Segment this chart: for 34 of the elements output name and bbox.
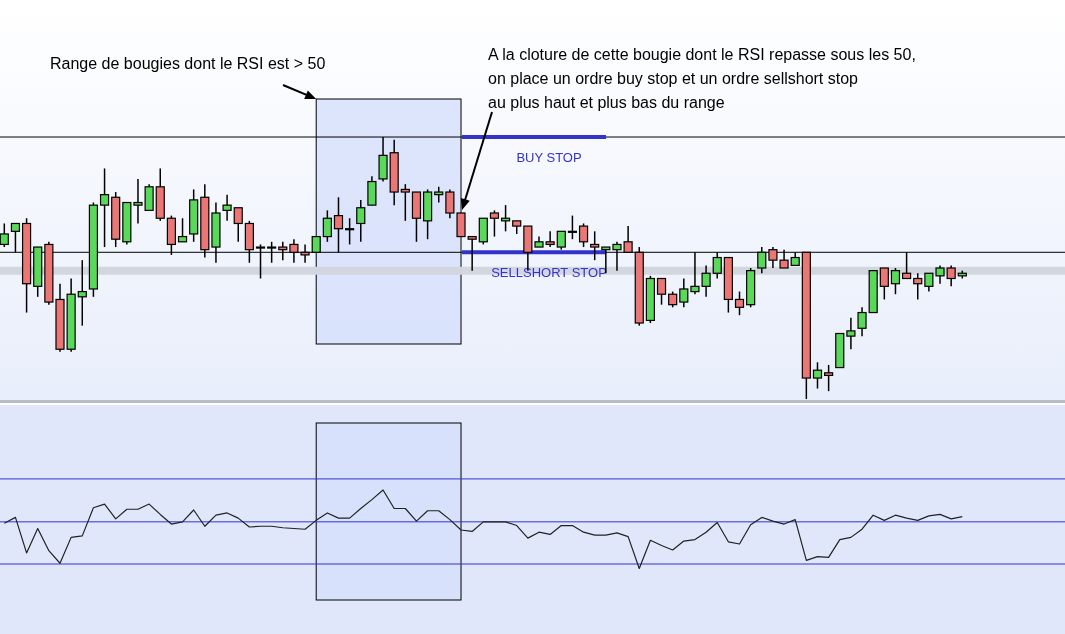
candlestick [345,217,355,246]
candlestick [0,222,9,248]
candlestick [812,361,823,390]
candlestick [913,272,923,301]
candlestick [99,167,110,248]
candlestick [233,207,243,243]
candlestick [367,175,377,206]
ref-line-label: BUY STOP [516,150,582,166]
candlestick [890,267,901,295]
candlestick [578,222,589,248]
candlestick [356,199,366,243]
candlestick [500,204,511,233]
candlestick [556,230,566,251]
candlestick [590,230,600,261]
candlestick [567,214,578,240]
candlestick [857,306,867,337]
candlestick [824,364,834,392]
candlestick [222,193,232,222]
candlestick [679,277,689,309]
candlestick [946,264,956,288]
candlestick [400,183,410,222]
candlestick [734,290,745,316]
candlestick [77,259,87,327]
candlestick [846,317,856,350]
candlestick [656,277,667,306]
candlestick [177,217,188,243]
text: Range de bougies dont le RSI est > 50 [50,55,326,72]
candlestick [467,235,477,272]
candlestick [489,209,500,238]
candlestick [879,267,889,301]
ref-line-label: SELLSHORT STOP [491,265,607,281]
text: A la cloture de cette bougie dont le RSI repasse sous les 50, on place un ordre buy stop et un ordre sellshort stop au plus haut et plus bas du range [488,46,916,111]
candlestick [478,217,488,246]
candlestick [322,209,332,243]
